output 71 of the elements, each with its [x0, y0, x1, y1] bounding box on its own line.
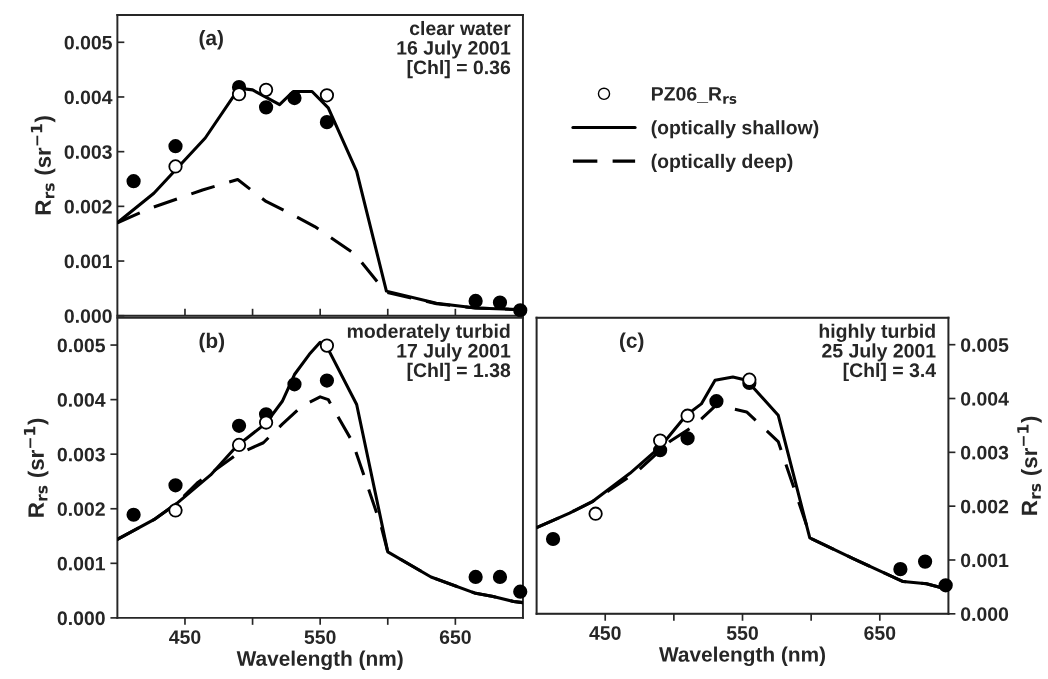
annotation: highly turbid 25 July 2001 [Chl] = 3.4	[819, 323, 936, 381]
point	[513, 303, 528, 318]
point	[319, 115, 335, 130]
legend-label: (optically deep)	[651, 153, 793, 172]
point	[319, 373, 335, 388]
y-tick-label: 0.001	[57, 556, 106, 571]
point	[680, 431, 695, 446]
y-tick-label: 0.004	[57, 393, 106, 407]
annotation: (c)	[619, 332, 644, 352]
point	[168, 503, 183, 518]
point	[126, 507, 141, 522]
annotation: (b)	[199, 332, 225, 353]
point	[917, 554, 933, 569]
point	[492, 295, 508, 310]
annotation: (a)	[199, 29, 223, 50]
y-tick-label: 0.001	[64, 254, 112, 269]
legend-label: (optically shallow)	[651, 120, 819, 139]
point	[468, 293, 483, 309]
x-tick-label: 450	[589, 626, 621, 640]
point	[287, 377, 302, 392]
point	[653, 433, 668, 448]
y2-tick-label: 0.004	[961, 391, 1009, 406]
point	[231, 87, 247, 102]
y-tick-label: 0.002	[64, 199, 112, 214]
y-tick-label: 0.005	[57, 338, 106, 353]
annotation: moderately turbid 17 July 2001 [Chl] = 1.38	[347, 323, 511, 381]
point	[287, 90, 302, 106]
y-axis-title: R$_{rs}$ (sr$^{−1}$)	[23, 418, 49, 517]
y-tick-label: 0.002	[57, 502, 105, 516]
x-tick-label: 650	[864, 626, 896, 640]
x-tick-label: 450	[169, 630, 201, 644]
point	[468, 569, 483, 585]
y2-tick-label: 0.002	[961, 499, 1009, 514]
point	[588, 506, 603, 521]
y2-axis-title: R$_{rs}$ (sr$^{−1}$)	[1017, 416, 1042, 515]
y2-tick-label: 0.001	[961, 553, 1009, 568]
point	[319, 338, 335, 353]
x-axis-title: Wavelength (nm)	[236, 650, 403, 671]
point	[513, 584, 528, 599]
point	[680, 408, 695, 423]
y2-tick-label: 0.003	[961, 445, 1009, 460]
y-tick-label: 0.000	[64, 309, 112, 323]
y-tick-label: 0.003	[57, 447, 105, 462]
point	[258, 100, 274, 115]
point	[168, 478, 183, 493]
point	[126, 174, 141, 189]
x-tick-label: 550	[304, 630, 336, 644]
y-tick-label: 0.000	[57, 611, 105, 626]
y-tick-label: 0.003	[64, 145, 112, 159]
y-axis-title: R$_{rs}$ (sr$^{−1}$)	[30, 116, 56, 215]
point	[938, 578, 953, 593]
point	[893, 562, 908, 577]
point	[258, 82, 274, 97]
y2-tick-label: 0.000	[961, 607, 1009, 622]
point	[258, 415, 274, 430]
x-tick-label: 650	[439, 630, 471, 644]
y2-tick-label: 0.005	[961, 338, 1009, 352]
y-tick-label: 0.004	[64, 90, 113, 105]
x-axis-title: Wavelength (nm)	[659, 646, 825, 667]
x-tick-label: 550	[726, 626, 758, 640]
y-tick-label: 0.005	[64, 35, 112, 50]
point	[492, 569, 508, 585]
legend-label: PZ06_R$_{rs}$	[651, 86, 737, 104]
point	[545, 531, 561, 547]
point	[709, 394, 724, 409]
point	[231, 437, 247, 453]
point	[168, 139, 183, 154]
point	[168, 159, 183, 174]
point	[319, 88, 335, 103]
annotation: clear water 16 July 2001 [Chl] = 0.36	[397, 20, 511, 79]
point	[231, 418, 247, 433]
